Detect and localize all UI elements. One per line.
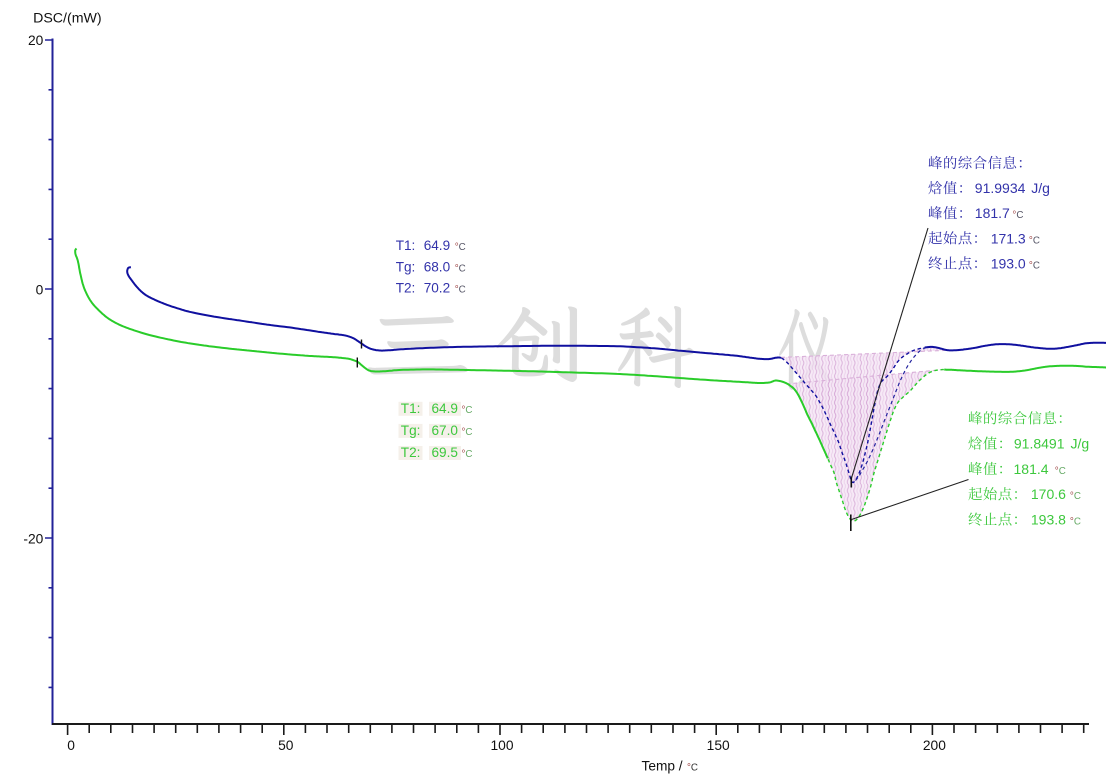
svg-text:69.5: 69.5 [432, 445, 458, 460]
svg-text:70.2: 70.2 [424, 281, 450, 296]
svg-text:°C: °C [1012, 210, 1023, 221]
svg-text:64.9: 64.9 [432, 401, 458, 416]
svg-text:193.8: 193.8 [1031, 512, 1066, 528]
svg-text:91.9934: 91.9934 [975, 180, 1026, 196]
svg-text:T2:: T2: [396, 281, 416, 296]
svg-text:0: 0 [67, 738, 75, 753]
svg-text:°C: °C [1055, 466, 1066, 477]
svg-text:°C: °C [462, 405, 473, 416]
svg-text:°C: °C [455, 285, 466, 296]
svg-text:DSC/(mW): DSC/(mW) [33, 11, 102, 27]
svg-text:64.9: 64.9 [424, 238, 450, 253]
svg-text:193.0: 193.0 [991, 255, 1026, 271]
svg-text:181.4: 181.4 [1014, 461, 1049, 477]
svg-text:Temp /: Temp / [642, 759, 683, 774]
svg-text:T1:: T1: [401, 401, 421, 416]
svg-text:91.8491: 91.8491 [1014, 436, 1065, 452]
svg-text:°C: °C [1029, 260, 1040, 271]
svg-text:°C: °C [455, 242, 466, 253]
svg-text:-20: -20 [23, 532, 43, 547]
svg-text:°C: °C [687, 763, 698, 774]
svg-text:J/g: J/g [1071, 436, 1090, 452]
svg-text:150: 150 [707, 738, 730, 753]
svg-text:68.0: 68.0 [424, 259, 451, 274]
svg-text:50: 50 [278, 738, 294, 753]
svg-text:170.6: 170.6 [1031, 486, 1066, 502]
svg-text:Tg:: Tg: [401, 423, 421, 438]
svg-text:200: 200 [923, 738, 946, 753]
svg-text:T1:: T1: [396, 238, 416, 253]
svg-text:°C: °C [455, 263, 466, 274]
svg-text:171.3: 171.3 [991, 230, 1026, 246]
svg-text:°C: °C [462, 427, 473, 438]
svg-text:Tg:: Tg: [396, 259, 416, 274]
svg-text:20: 20 [28, 33, 44, 48]
svg-text:100: 100 [490, 738, 513, 753]
svg-text:T2:: T2: [401, 445, 421, 460]
svg-text:°C: °C [462, 449, 473, 460]
svg-text:J/g: J/g [1031, 180, 1050, 196]
svg-text:°C: °C [1029, 235, 1040, 246]
svg-text:181.7: 181.7 [975, 205, 1010, 221]
svg-text:°C: °C [1070, 491, 1081, 502]
svg-text:67.0: 67.0 [432, 423, 459, 438]
svg-text:°C: °C [1070, 517, 1081, 528]
svg-text:0: 0 [36, 283, 44, 298]
